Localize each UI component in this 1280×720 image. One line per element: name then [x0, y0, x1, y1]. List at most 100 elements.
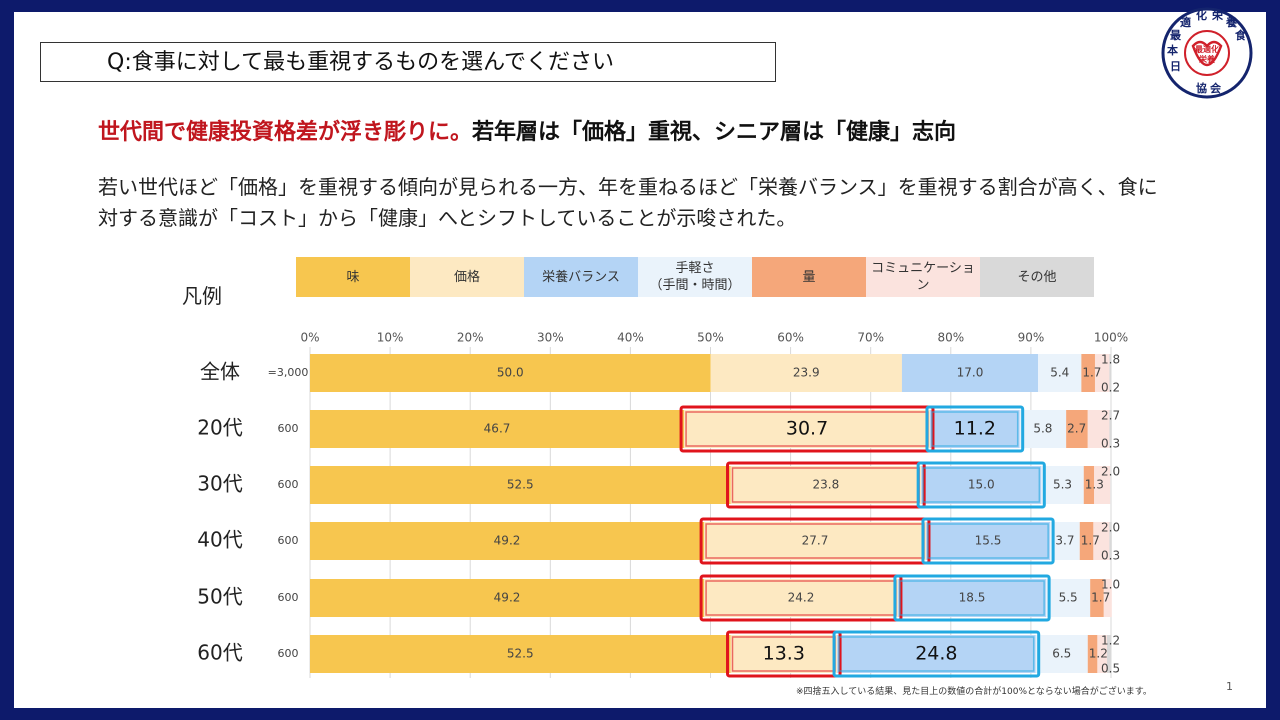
data-label: 1.7 [1081, 534, 1100, 548]
category-label: 60代 [197, 641, 242, 665]
legend-item: 価格 [410, 257, 524, 297]
data-label: 2.7 [1101, 409, 1120, 423]
bar-segment [1046, 579, 1091, 617]
bar-segment [1079, 522, 1094, 560]
data-label: 49.2 [494, 591, 521, 605]
highlight-frame [916, 461, 1046, 509]
n-label: 600 [278, 478, 299, 491]
bar-segment [1019, 410, 1067, 448]
data-label: 0.3 [1101, 549, 1120, 563]
data-label: 18.5 [959, 591, 986, 605]
bar-segment [901, 354, 1039, 392]
bar-segment [1041, 466, 1084, 504]
data-label: 30.7 [786, 418, 828, 440]
bar-segment [897, 579, 1047, 617]
x-tick-label: 20% [457, 331, 484, 345]
bar-segment [1106, 635, 1111, 673]
data-label: 0.5 [1101, 662, 1120, 676]
bar-segment [929, 410, 1020, 448]
bar-segment [684, 410, 930, 448]
x-tick-label: 40% [617, 331, 644, 345]
legend-item: 量 [752, 257, 866, 297]
highlight-frame [925, 405, 1025, 453]
data-label: 5.4 [1050, 366, 1069, 380]
data-label: 0.2 [1101, 381, 1120, 395]
bar-segment [1109, 354, 1111, 392]
legend-item: 味 [296, 257, 410, 297]
svg-text:栄: 栄 [1211, 8, 1224, 22]
svg-text:協: 協 [1196, 81, 1207, 95]
highlight-frame-inner [922, 467, 1041, 503]
svg-text:化: 化 [1196, 8, 1207, 22]
category-label: 20代 [197, 416, 242, 440]
svg-text:栄養: 栄養 [1198, 54, 1215, 64]
bar-segment [704, 522, 926, 560]
highlight-frame [921, 517, 1055, 565]
data-label: 15.5 [975, 534, 1002, 548]
category-label: 50代 [197, 585, 242, 609]
data-label: 1.2 [1101, 634, 1120, 648]
bar-segment [710, 354, 902, 392]
legend-item: コミュニケーション [866, 257, 980, 297]
footnote: ※四捨五入している結果、見た目上の数値の合計が100%とならない場合がございます… [796, 687, 1152, 697]
highlight-frame [679, 405, 935, 453]
headline-black: 若年層は「価格」重視、シニア層は「健康」志向 [472, 120, 957, 145]
bar-segment [1066, 410, 1088, 448]
data-label: 5.3 [1053, 478, 1072, 492]
x-tick-label: 100% [1094, 331, 1128, 345]
data-label: 2.0 [1101, 465, 1120, 479]
highlight-frame-inner [838, 636, 1035, 672]
data-label: 49.2 [494, 534, 521, 548]
headline: 世代間で健康投資格差が浮き彫りに。若年層は「価格」重視、シニア層は「健康」志向 [98, 114, 956, 146]
highlight-frame-inner [931, 411, 1019, 447]
svg-text:食: 食 [1235, 28, 1247, 42]
n-label: 600 [278, 647, 299, 660]
n-label: =3,000 [268, 366, 309, 379]
data-label: 24.8 [915, 643, 957, 665]
bar-segment [921, 466, 1042, 504]
data-label: 1.2 [1089, 647, 1108, 661]
bar-segment [310, 635, 731, 673]
data-label: 3.7 [1055, 534, 1074, 548]
bar-segment [1050, 522, 1080, 560]
x-tick-label: 50% [697, 331, 724, 345]
highlight-frame [699, 574, 903, 622]
data-label: 0.3 [1101, 437, 1120, 451]
bar-segment [310, 466, 731, 504]
bar-segment [1081, 354, 1095, 392]
bar-segment [730, 466, 922, 504]
svg-text:最: 最 [1170, 29, 1182, 42]
highlight-frame [832, 630, 1041, 678]
data-label: 6.5 [1052, 647, 1071, 661]
x-tick-label: 0% [300, 331, 319, 345]
legend: 味価格 栄養バランス 手軽さ （手間・時間）量コミュニケーション その他 [296, 257, 1094, 297]
bar-segment [925, 522, 1051, 560]
association-seal-logo: 最適化 栄養 日 本 最 適 化 栄 養 食 協 会 [1161, 7, 1253, 99]
question-box: Q:食事に対して最も重視するものを選んでください [40, 42, 776, 82]
bar-segment [310, 410, 685, 448]
highlight-frame [893, 574, 1051, 622]
page-number: 1 [1226, 680, 1233, 693]
data-label: 52.5 [507, 647, 534, 661]
n-label: 600 [278, 534, 299, 547]
bar-segment [1038, 354, 1082, 392]
data-label: 50.0 [497, 366, 524, 380]
svg-text:本: 本 [1167, 43, 1178, 57]
bar-segment [310, 579, 705, 617]
highlight-frame [726, 461, 926, 509]
x-tick-label: 30% [537, 331, 564, 345]
bar-segment [1093, 522, 1110, 560]
question-text: Q:食事に対して最も重視するものを選んでください [107, 50, 614, 75]
bar-segment [1083, 466, 1095, 504]
n-label: 600 [278, 422, 299, 435]
highlight-frame-inner [927, 523, 1049, 559]
svg-text:会: 会 [1210, 81, 1222, 95]
bar-segment [310, 522, 705, 560]
n-label: 600 [278, 591, 299, 604]
data-label: 1.7 [1091, 591, 1110, 605]
data-label: 24.2 [788, 591, 815, 605]
data-label: 1.8 [1101, 353, 1120, 367]
bar-segment [1090, 579, 1104, 617]
body-text: 若い世代ほど「価格」を重視する傾向が見られる一方、年を重ねるほど「栄養バランス」… [98, 175, 1158, 230]
